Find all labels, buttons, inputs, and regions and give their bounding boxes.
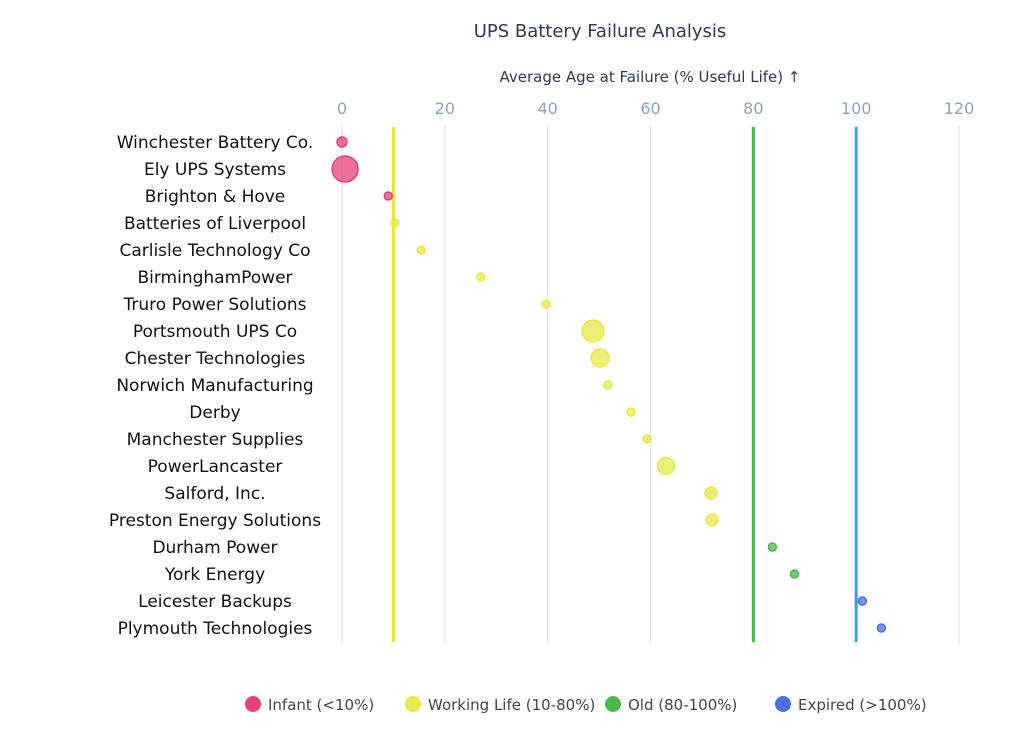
legend-marker — [405, 696, 421, 712]
category-label: Salford, Inc. — [164, 484, 265, 504]
category-label: Norwich Manufacturing — [116, 376, 313, 396]
category-label: Brighton & Hove — [145, 187, 286, 207]
category-label: Plymouth Technologies — [118, 619, 313, 639]
x-tick-label: 0 — [337, 99, 347, 118]
data-point[interactable] — [581, 319, 605, 343]
data-point[interactable] — [626, 407, 636, 417]
x-tick-label: 100 — [841, 99, 872, 118]
legend-marker — [245, 696, 261, 712]
x-tick-label: 20 — [435, 99, 455, 118]
category-label: Truro Power Solutions — [123, 295, 307, 315]
data-point[interactable] — [541, 299, 551, 309]
legend-label[interactable]: Expired (>100%) — [798, 696, 927, 714]
legend-marker — [775, 696, 791, 712]
chart-title: UPS Battery Failure Analysis — [474, 21, 727, 42]
category-label: Manchester Supplies — [127, 430, 304, 450]
category-label: PowerLancaster — [148, 457, 283, 477]
legend-label[interactable]: Infant (<10%) — [268, 696, 374, 714]
data-point[interactable] — [476, 272, 486, 282]
category-label: Durham Power — [152, 538, 277, 558]
x-tick-label: 120 — [944, 99, 975, 118]
x-tick-label: 80 — [743, 99, 763, 118]
category-label: York Energy — [164, 565, 265, 585]
category-label: Ely UPS Systems — [144, 160, 286, 180]
data-point[interactable] — [390, 218, 400, 228]
legend-label[interactable]: Working Life (10-80%) — [428, 696, 595, 714]
data-point[interactable] — [603, 380, 613, 390]
data-point[interactable] — [656, 456, 676, 476]
data-point[interactable] — [590, 348, 610, 368]
data-point[interactable] — [789, 569, 800, 579]
category-label: Portsmouth UPS Co — [133, 322, 297, 342]
x-tick-label: 40 — [537, 99, 557, 118]
data-point[interactable] — [705, 513, 719, 527]
data-point[interactable] — [767, 542, 778, 552]
category-label: Batteries of Liverpool — [124, 214, 306, 234]
category-label: Winchester Battery Co. — [117, 133, 314, 153]
data-point[interactable] — [416, 245, 426, 255]
legend-marker — [605, 696, 621, 712]
data-point[interactable] — [331, 155, 359, 183]
legend-label[interactable]: Old (80-100%) — [628, 696, 737, 714]
data-point[interactable] — [876, 623, 887, 633]
category-label: Preston Energy Solutions — [109, 511, 321, 531]
data-point[interactable] — [383, 191, 394, 201]
category-label: Leicester Backups — [138, 592, 292, 612]
category-label: Chester Technologies — [125, 349, 306, 369]
data-point[interactable] — [704, 486, 718, 500]
category-label: Derby — [189, 403, 240, 423]
x-axis-label: Average Age at Failure (% Useful Life) ↑ — [500, 68, 801, 86]
category-label: BirminghamPower — [137, 268, 292, 288]
data-point[interactable] — [857, 596, 868, 606]
data-point[interactable] — [642, 434, 652, 444]
data-point[interactable] — [336, 136, 348, 148]
x-tick-label: 60 — [640, 99, 660, 118]
category-label: Carlisle Technology Co — [119, 241, 310, 261]
